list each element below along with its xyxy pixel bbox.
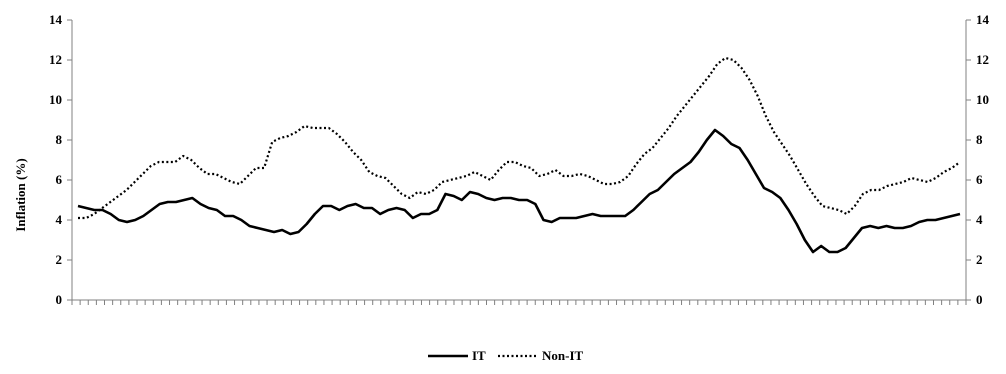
left-y-tick-label: 4 [56, 212, 63, 227]
series-line-it [77, 128, 961, 254]
left-y-tick-label: 2 [56, 252, 63, 267]
legend-label-it: IT [472, 348, 486, 363]
left-y-tick-label: 6 [56, 172, 63, 187]
series-lines [77, 56, 961, 254]
right-y-tick-label: 8 [976, 132, 983, 147]
right-y-tick-label: 2 [976, 252, 983, 267]
legend-label-non-it: Non-IT [542, 348, 584, 363]
left-y-tick-label: 0 [56, 292, 63, 307]
right-y-tick-label: 12 [976, 52, 989, 67]
left-y-tick-label: 14 [49, 12, 63, 27]
right-y-tick-label: 4 [976, 212, 983, 227]
axes: 0 0 2 2 4 4 6 6 8 8 10 10 12 12 14 14 [49, 12, 990, 307]
right-y-tick-label: 14 [976, 12, 990, 27]
series-line-non-it [78, 56, 961, 220]
left-y-tick-label: 12 [49, 52, 62, 67]
left-y-tick-label: 8 [56, 132, 63, 147]
right-y-tick-label: 10 [976, 92, 989, 107]
left-y-tick-label: 10 [49, 92, 62, 107]
right-y-tick-label: 6 [976, 172, 983, 187]
right-y-tick-label: 0 [976, 292, 983, 307]
y-axis-label: Inflation (%) [13, 158, 28, 231]
legend: IT Non-IT [428, 348, 584, 363]
